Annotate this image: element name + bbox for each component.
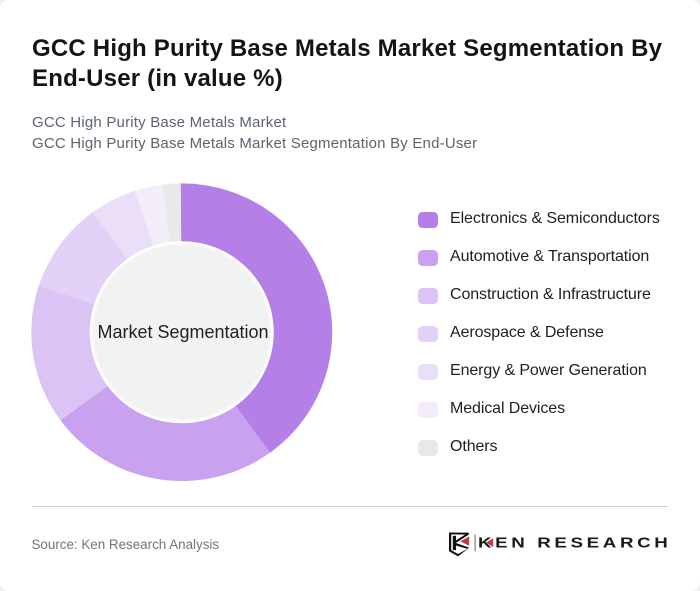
svg-text:KEN RESEARCH: KEN RESEARCH (478, 534, 671, 551)
